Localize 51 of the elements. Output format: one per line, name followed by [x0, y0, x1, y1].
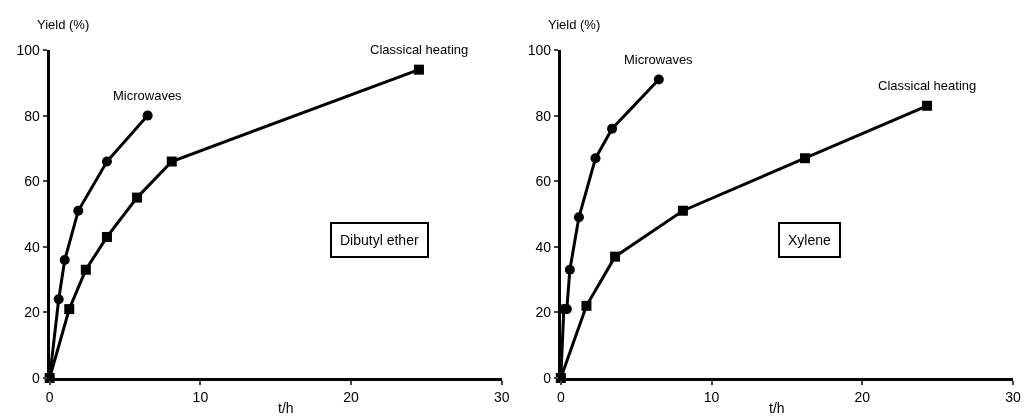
y-tick-label: 80	[535, 107, 552, 124]
x-axis-title: t/h	[278, 400, 294, 416]
point	[64, 304, 75, 315]
series-label: Classical heating	[370, 42, 469, 57]
y-tick-label: 20	[24, 304, 41, 321]
point	[53, 294, 64, 305]
point	[80, 264, 91, 275]
x-tick-label: 30	[494, 388, 510, 405]
y-tick-label: 40	[24, 238, 41, 255]
annotation: Dibutyl ether	[340, 232, 419, 248]
point	[610, 251, 621, 262]
point	[142, 110, 153, 121]
point	[607, 123, 618, 134]
y-tick-label: 0	[543, 369, 552, 386]
point	[590, 153, 601, 164]
point	[132, 192, 143, 203]
point	[581, 300, 592, 311]
point	[413, 64, 424, 75]
point	[573, 212, 584, 223]
y-tick-label: 80	[24, 107, 41, 124]
point	[677, 205, 688, 216]
y-tick-label: 100	[16, 41, 41, 58]
point	[564, 264, 575, 275]
x-tick-label: 20	[854, 388, 871, 405]
x-tick-label: 10	[703, 388, 720, 405]
x-tick-label: 10	[192, 388, 209, 405]
series-label: Microwaves	[113, 88, 183, 103]
point	[73, 205, 84, 216]
point	[101, 156, 112, 167]
x-tick-label: 30	[1005, 388, 1021, 405]
y-tick-label: 0	[32, 369, 41, 386]
y-tick-label: 60	[24, 173, 41, 190]
x-axis-title: t/h	[769, 400, 785, 416]
point	[166, 156, 177, 167]
point	[922, 100, 933, 111]
y-tick-label: 40	[535, 238, 552, 255]
series-label: Microwaves	[624, 52, 694, 67]
point	[653, 74, 664, 85]
y-tick-label: 100	[527, 41, 552, 58]
x-tick-label: 0	[45, 388, 54, 405]
x-tick-label: 20	[343, 388, 360, 405]
point	[800, 153, 810, 164]
y-tick-label: 20	[535, 304, 552, 321]
y-axis-title: Yield (%)	[37, 17, 90, 32]
point	[59, 254, 70, 265]
y-axis-title: Yield (%)	[548, 17, 601, 32]
annotation: Xylene	[788, 232, 832, 248]
series-label: Classical heating	[878, 78, 977, 93]
point	[101, 231, 112, 242]
x-tick-label: 0	[556, 388, 565, 405]
y-tick-label: 60	[535, 173, 552, 190]
